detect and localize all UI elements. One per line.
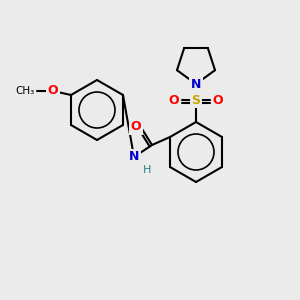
Text: S: S: [191, 94, 200, 106]
Text: H: H: [143, 165, 151, 175]
Text: O: O: [169, 94, 179, 106]
Text: N: N: [129, 151, 139, 164]
Text: CH₃: CH₃: [16, 86, 35, 96]
Text: O: O: [131, 121, 141, 134]
Text: O: O: [213, 94, 223, 106]
Text: O: O: [48, 85, 58, 98]
Text: N: N: [191, 77, 201, 91]
